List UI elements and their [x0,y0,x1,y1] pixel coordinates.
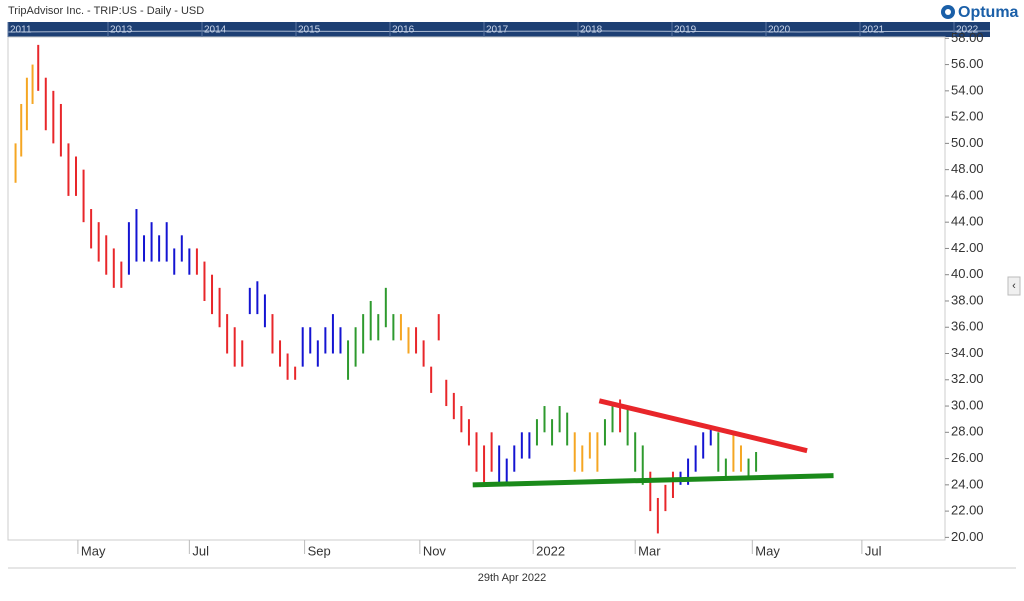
navigator-year: 2013 [110,25,133,36]
navigator-line [7,30,991,33]
x-tick-label: Sep [308,543,331,558]
navigator-year: 2016 [392,25,415,36]
y-tick-label: 44.00 [951,214,984,229]
y-tick-label: 40.00 [951,266,984,281]
side-toggle[interactable] [1007,276,1021,296]
trend-line [472,473,834,488]
side-toggle-arrow[interactable]: ‹ [1012,280,1016,292]
navigator-year: 2021 [862,25,885,36]
navigator-year: 2018 [580,25,603,36]
trend-line [598,398,808,454]
y-tick-label: 48.00 [951,161,984,176]
y-tick-label: 50.00 [951,135,984,150]
navigator-year: 2017 [486,25,509,36]
navigator-year: 2022 [956,25,979,36]
plot-frame [7,36,946,541]
y-tick-label: 42.00 [951,240,984,255]
y-tick-label: 24.00 [951,476,984,491]
y-tick-label: 46.00 [951,187,984,202]
y-tick-label: 32.00 [951,371,984,386]
navigator-year: 2014 [204,25,227,36]
x-tick-label: 2022 [536,543,565,558]
y-tick-label: 56.00 [951,56,984,71]
x-tick-label: Jul [865,543,882,558]
y-tick-label: 20.00 [951,529,984,544]
x-tick-label: Nov [423,543,447,558]
y-tick-label: 28.00 [951,424,984,439]
y-tick-label: 36.00 [951,319,984,334]
x-tick-label: May [755,543,780,558]
y-tick-label: 58.00 [951,30,984,45]
y-tick-label: 52.00 [951,109,984,124]
brand-logo-hole [945,9,951,15]
navigator-year: 2020 [768,25,791,36]
x-tick-label: May [81,543,106,558]
chart-title: TripAdvisor Inc. - TRIP:US - Daily - USD [8,5,204,17]
x-tick-label: Mar [638,543,661,558]
y-tick-label: 34.00 [951,345,984,360]
y-tick-label: 38.00 [951,292,984,307]
navigator-year: 2019 [674,25,697,36]
y-tick-label: 30.00 [951,397,984,412]
x-tick-label: Jul [192,543,209,558]
y-tick-label: 22.00 [951,503,984,518]
navigator [8,22,990,37]
y-tick-label: 26.00 [951,450,984,465]
y-tick-label: 54.00 [951,82,984,97]
brand: Optuma [958,4,1019,21]
navigator-year: 2011 [10,25,32,36]
date-label: 29th Apr 2022 [478,572,547,584]
navigator-year: 2015 [298,25,321,36]
